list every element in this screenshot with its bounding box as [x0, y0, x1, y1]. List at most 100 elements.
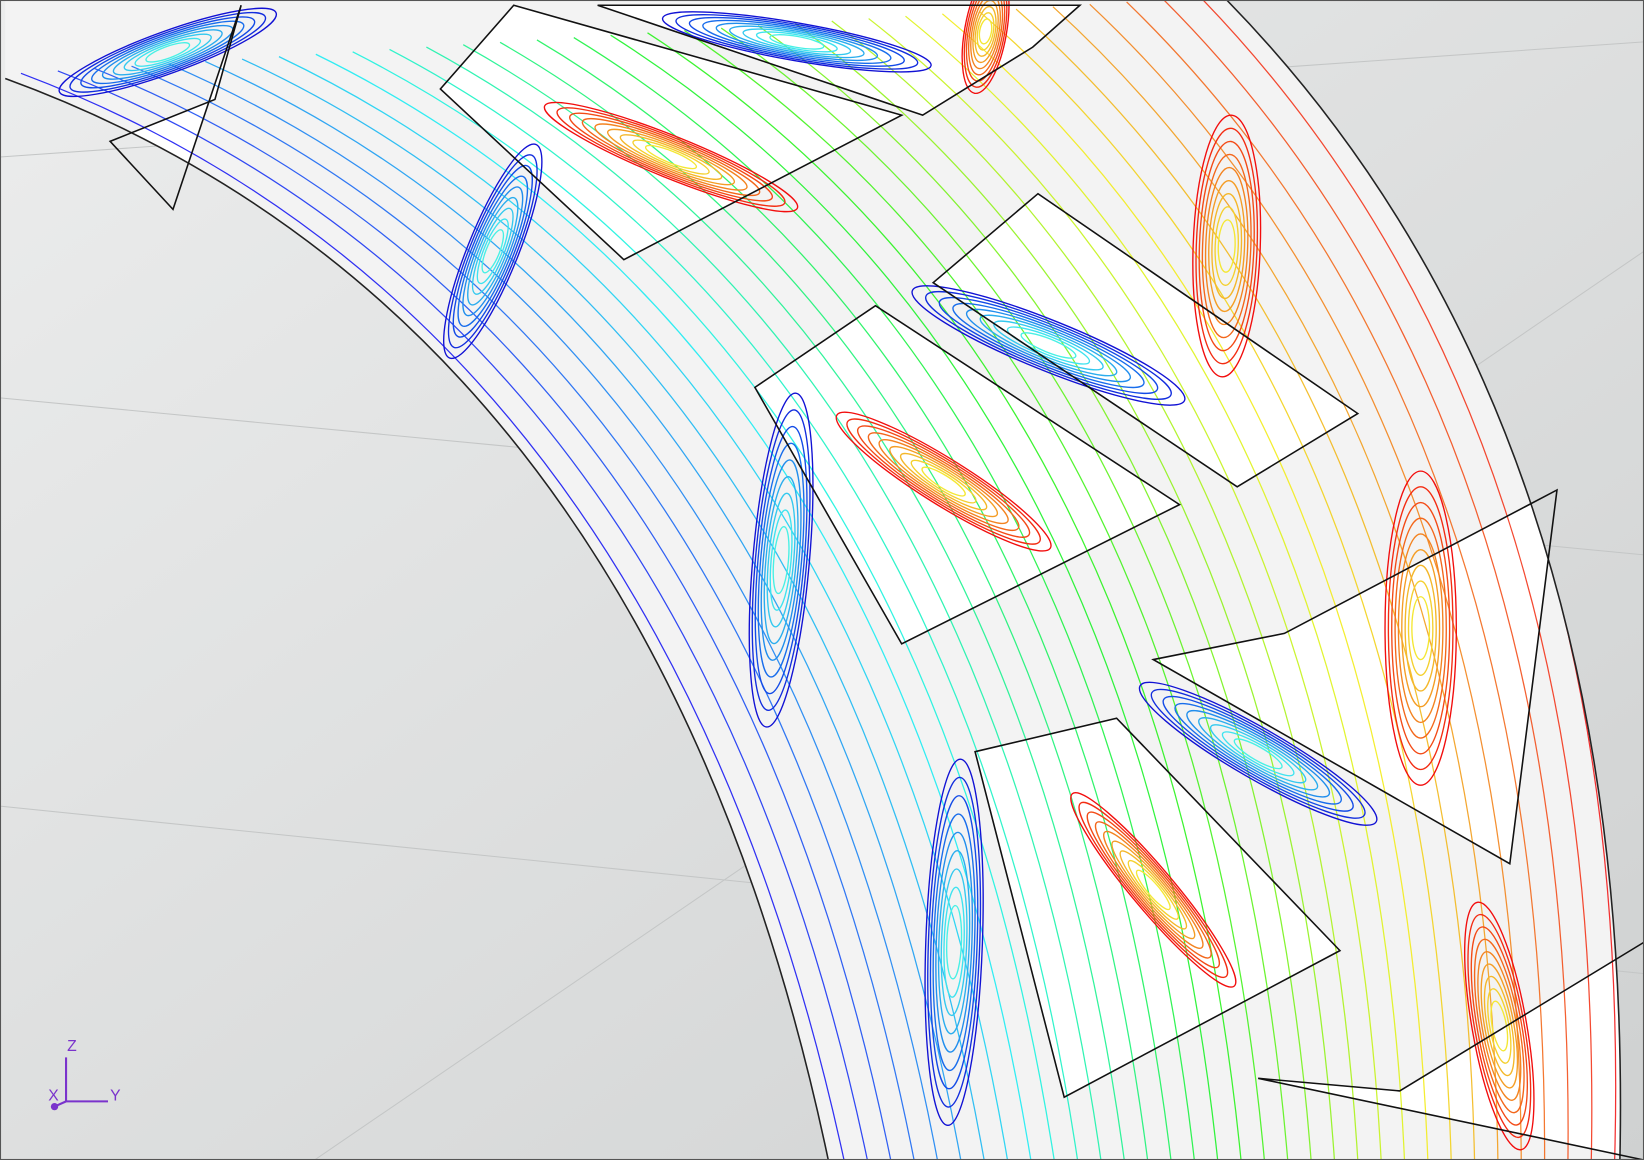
contour-loop	[594, 123, 748, 191]
contour-loop	[867, 432, 1020, 531]
flux-line	[426, 46, 1102, 1160]
inner-edge	[4, 77, 830, 1160]
contour-loop	[476, 218, 509, 285]
magnet-edge	[974, 717, 1342, 1099]
contour-loop	[965, 308, 1132, 383]
contour-loop	[581, 117, 761, 197]
contour-loop	[1135, 869, 1171, 911]
contour-loop	[702, 19, 892, 64]
contour-loop	[91, 20, 245, 85]
contour-loop	[1404, 564, 1437, 692]
contour-loop	[675, 14, 919, 70]
contour-loop	[462, 186, 524, 317]
contour-loop	[1078, 801, 1229, 979]
flux-line	[831, 20, 1359, 1160]
contour-loop	[69, 11, 267, 93]
contour-loop	[835, 411, 1052, 552]
contour-loop	[688, 16, 905, 67]
magnet-edge	[931, 192, 1360, 488]
contour-loop	[58, 7, 278, 98]
contour-loop	[938, 296, 1159, 395]
contour-loop	[952, 302, 1145, 389]
flux-line	[720, 27, 1289, 1160]
contour-loop	[123, 33, 212, 72]
magnet-edge	[108, 4, 242, 211]
contour-loop	[856, 425, 1031, 538]
contour-loop	[945, 904, 963, 980]
contour-loop	[1086, 811, 1221, 969]
contour-loop	[1233, 738, 1283, 770]
contour-loop	[751, 409, 811, 711]
flux-line	[1163, 0, 1569, 1160]
contour-loop	[1401, 548, 1441, 708]
contour-lines	[20, 0, 1617, 1160]
contour-loop	[1195, 127, 1259, 365]
contour-loop	[1198, 717, 1319, 791]
contour-loop	[978, 18, 993, 45]
flux-line	[204, 60, 962, 1160]
flux-line	[1089, 3, 1522, 1160]
contour-loop	[911, 285, 1186, 406]
flux-line	[573, 37, 1195, 1160]
contour-loop	[112, 29, 223, 76]
contour-loop	[1464, 901, 1535, 1151]
contour-loop	[763, 475, 799, 645]
flux-line	[1052, 6, 1499, 1160]
contour-loop	[1201, 153, 1252, 339]
flux-line	[241, 58, 985, 1160]
contour-loop	[932, 813, 976, 1072]
contour-loop	[1221, 731, 1295, 777]
flux-line	[941, 13, 1429, 1160]
contour-loop	[943, 886, 965, 998]
flux-line	[1126, 1, 1546, 1160]
contour-loop	[1103, 830, 1204, 949]
contour-loop	[1394, 517, 1447, 739]
flux-line	[905, 15, 1406, 1160]
contour-loop	[1198, 140, 1255, 352]
contour-loop	[1480, 963, 1519, 1089]
contour-loop	[979, 314, 1118, 377]
contour-loop	[846, 418, 1041, 545]
contour-loop	[1473, 938, 1525, 1114]
contour-loop	[1407, 580, 1434, 676]
magnet-edge	[597, 4, 1082, 117]
contour-loop	[1209, 724, 1307, 784]
flux-line	[610, 34, 1219, 1160]
flux-line	[499, 41, 1149, 1160]
axis-triad: Z Y X	[48, 1038, 121, 1111]
contour-loop	[961, 0, 1010, 95]
contour-loop	[766, 492, 796, 628]
contour-loop	[924, 758, 984, 1127]
contour-loop	[935, 831, 974, 1053]
contour-loop	[134, 37, 202, 67]
contour-loop	[569, 112, 774, 202]
contour-loop	[970, 0, 1001, 70]
contour-loop	[1070, 792, 1237, 988]
contour-loop	[632, 139, 710, 175]
contour-loop	[457, 175, 529, 327]
flux-line	[94, 67, 892, 1160]
contour-loop	[1477, 951, 1522, 1101]
contour-loop	[80, 16, 256, 89]
y-label: Y	[110, 1087, 121, 1104]
contour-loop	[1127, 859, 1179, 920]
contour-loop	[467, 196, 519, 306]
contour-loop	[1111, 840, 1196, 940]
contour-loop	[927, 776, 982, 1108]
contour-loop	[481, 229, 505, 274]
contour-loop	[963, 0, 1008, 88]
contour-loop	[1138, 681, 1378, 826]
contour-loop	[556, 107, 786, 207]
x-label: X	[48, 1087, 59, 1104]
flux-line	[978, 10, 1452, 1160]
contour-loop	[1211, 193, 1243, 300]
contour-loop	[772, 526, 790, 595]
flux-line	[131, 65, 915, 1160]
contour-loop	[754, 425, 808, 695]
contour-loop	[729, 25, 865, 59]
contour-loop	[442, 143, 543, 360]
contour-loop	[1204, 166, 1249, 326]
contour-loop	[921, 466, 966, 497]
